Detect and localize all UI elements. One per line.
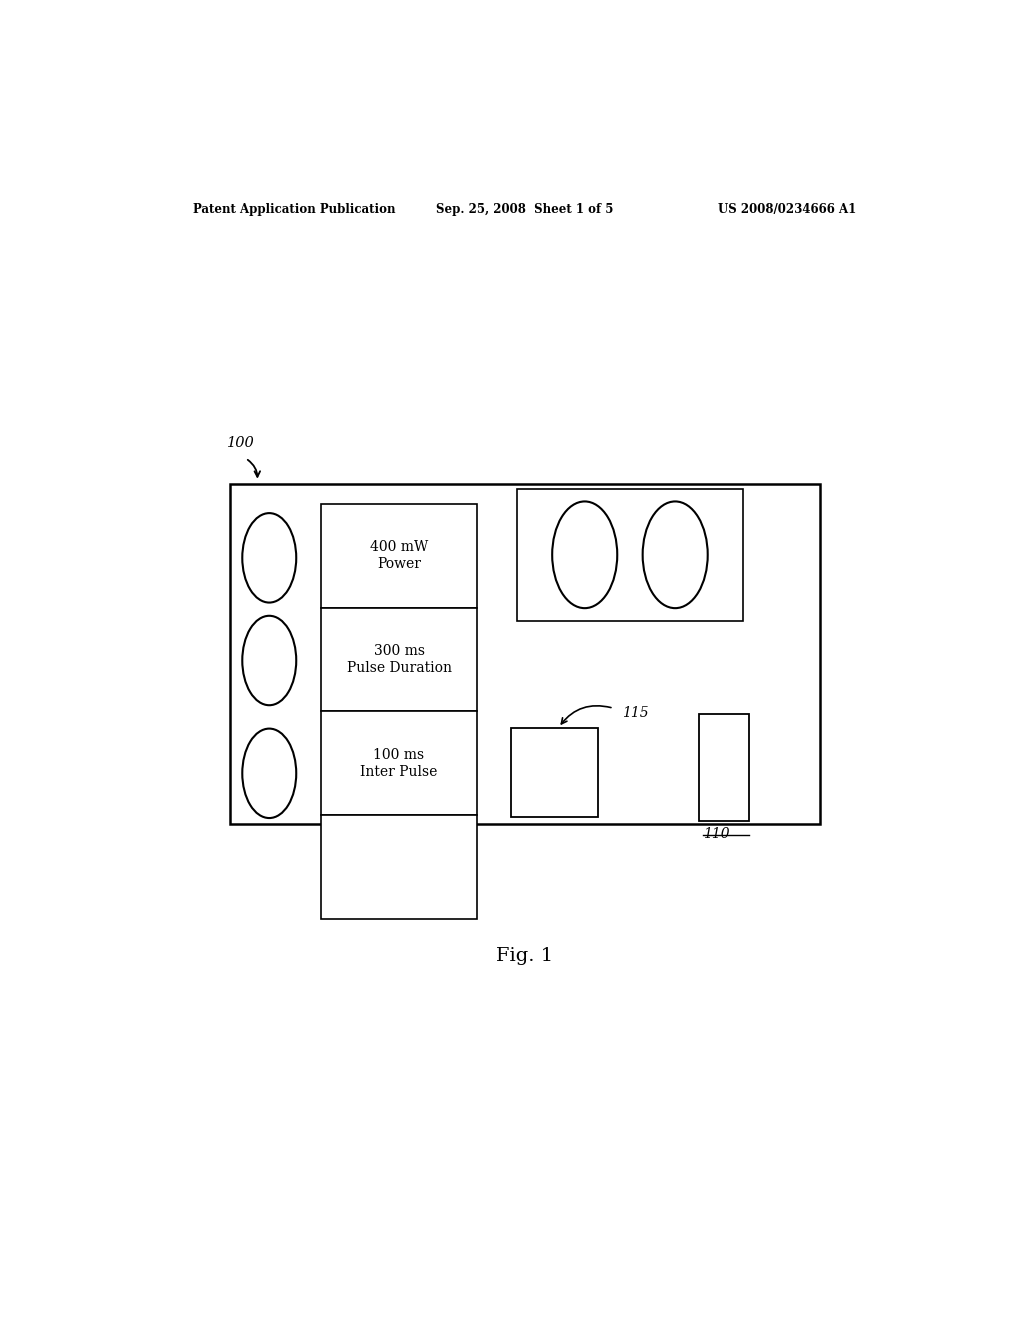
Text: 300 ms
Pulse Duration: 300 ms Pulse Duration bbox=[346, 644, 452, 675]
Bar bbox=[321, 711, 477, 814]
Ellipse shape bbox=[643, 502, 708, 609]
Text: 115: 115 bbox=[622, 706, 648, 721]
Ellipse shape bbox=[243, 615, 296, 705]
Bar bbox=[321, 814, 477, 919]
Text: Fig. 1: Fig. 1 bbox=[497, 948, 553, 965]
Ellipse shape bbox=[552, 502, 617, 609]
Text: 110: 110 bbox=[702, 828, 729, 841]
Bar bbox=[321, 607, 477, 711]
Bar bbox=[699, 714, 749, 821]
Ellipse shape bbox=[243, 513, 296, 602]
Bar bbox=[511, 727, 598, 817]
Bar bbox=[517, 488, 743, 620]
Text: 100 ms
Inter Pulse: 100 ms Inter Pulse bbox=[360, 747, 437, 779]
Text: Sep. 25, 2008  Sheet 1 of 5: Sep. 25, 2008 Sheet 1 of 5 bbox=[436, 203, 613, 216]
Text: Patent Application Publication: Patent Application Publication bbox=[194, 203, 395, 216]
Text: 400 mW
Power: 400 mW Power bbox=[370, 540, 428, 572]
Text: 100: 100 bbox=[227, 436, 255, 450]
Bar bbox=[321, 504, 477, 607]
Ellipse shape bbox=[243, 729, 296, 818]
Bar bbox=[229, 483, 820, 824]
Text: US 2008/0234666 A1: US 2008/0234666 A1 bbox=[718, 203, 856, 216]
